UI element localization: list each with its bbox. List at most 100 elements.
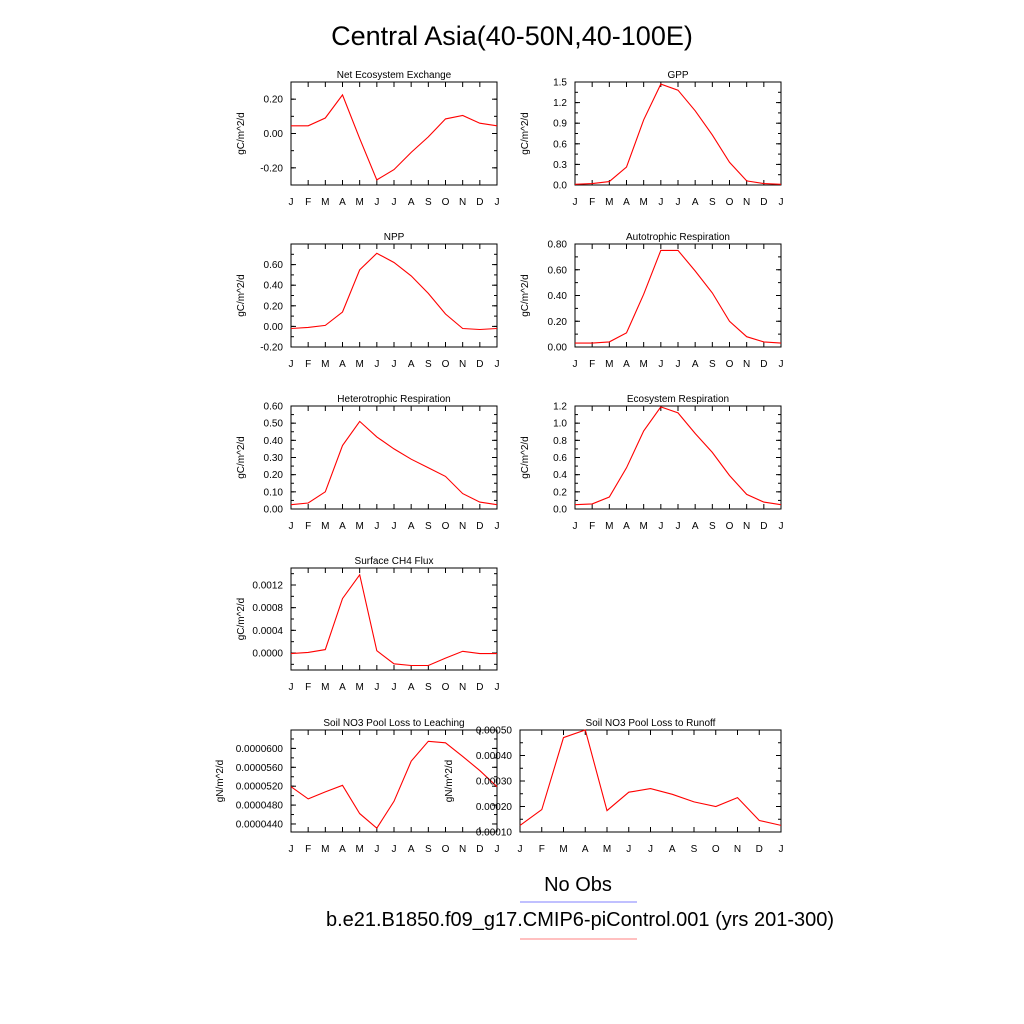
- y-tick-label: 0.00: [264, 129, 284, 140]
- x-tick-label: J: [495, 359, 500, 370]
- x-tick-label: S: [709, 359, 716, 370]
- y-tick-label: 0.00050: [476, 726, 513, 737]
- x-tick-label: N: [743, 359, 750, 370]
- y-tick-label: 0.0000480: [236, 801, 284, 812]
- x-tick-label: M: [639, 197, 647, 208]
- y-tick-label: 0.0000440: [236, 819, 284, 830]
- x-tick-label: J: [392, 682, 397, 693]
- legend: No Obs b.e21.B1850.f09_g17.CMIP6-piContr…: [326, 874, 834, 940]
- series-line: [290, 573, 497, 667]
- x-tick-label: S: [691, 844, 698, 855]
- x-tick-label: M: [321, 682, 329, 693]
- x-tick-label: S: [425, 521, 432, 532]
- x-tick-label: J: [779, 359, 784, 370]
- x-tick-label: A: [623, 359, 630, 370]
- y-tick-label: -0.20: [260, 343, 283, 354]
- y-tick-label: 0.30: [264, 453, 284, 464]
- x-tick-label: A: [692, 521, 699, 532]
- x-tick-label: J: [676, 197, 681, 208]
- x-tick-label: J: [374, 197, 379, 208]
- x-tick-label: A: [408, 521, 415, 532]
- x-tick-label: A: [692, 359, 699, 370]
- y-tick-label: 1.5: [553, 78, 567, 89]
- x-tick-label: J: [289, 197, 294, 208]
- x-tick-label: D: [476, 682, 483, 693]
- series-line: [574, 406, 782, 506]
- x-tick-label: O: [726, 359, 734, 370]
- x-tick-label: O: [442, 521, 450, 532]
- x-tick-label: J: [779, 197, 784, 208]
- x-tick-label: F: [589, 521, 595, 532]
- x-tick-label: J: [779, 521, 784, 532]
- x-tick-label: J: [573, 359, 578, 370]
- y-axis-label: gC/m^2/d: [236, 598, 247, 641]
- x-tick-label: O: [726, 197, 734, 208]
- x-tick-label: D: [760, 197, 767, 208]
- y-tick-label: 0.3: [553, 160, 567, 171]
- x-tick-label: S: [709, 197, 716, 208]
- plot-frame: [290, 729, 498, 833]
- x-tick-label: F: [539, 844, 545, 855]
- legend-obs-label: No Obs: [544, 874, 612, 896]
- y-axis-label: gN/m^2/d: [444, 760, 455, 803]
- x-tick-label: S: [425, 844, 432, 855]
- x-tick-label: J: [626, 844, 631, 855]
- y-tick-label: 0.0: [553, 181, 567, 192]
- y-tick-label: 0.0004: [252, 626, 283, 637]
- x-tick-label: A: [339, 521, 346, 532]
- x-tick-label: A: [408, 682, 415, 693]
- x-tick-label: J: [289, 844, 294, 855]
- x-tick-label: J: [374, 359, 379, 370]
- x-tick-label: M: [355, 521, 363, 532]
- series-line: [290, 420, 498, 506]
- x-tick-label: J: [779, 844, 784, 855]
- chart-title: Net Ecosystem Exchange: [337, 70, 452, 81]
- x-tick-label: F: [305, 682, 311, 693]
- y-tick-label: 0.0000: [252, 649, 283, 660]
- x-tick-label: M: [639, 359, 647, 370]
- x-tick-label: N: [743, 197, 750, 208]
- y-tick-label: 0.00030: [476, 777, 513, 788]
- chart-title: Surface CH4 Flux: [355, 556, 434, 567]
- x-tick-label: D: [476, 844, 483, 855]
- x-tick-label: J: [658, 197, 663, 208]
- x-tick-label: J: [518, 844, 523, 855]
- x-tick-label: A: [669, 844, 676, 855]
- series-line: [290, 740, 498, 830]
- plot-frame: [574, 243, 782, 348]
- x-tick-label: A: [582, 844, 589, 855]
- chart-title: Ecosystem Respiration: [627, 394, 729, 405]
- y-tick-label: 0.4: [553, 470, 567, 481]
- x-tick-label: A: [339, 359, 346, 370]
- x-tick-label: A: [623, 521, 630, 532]
- x-tick-label: N: [459, 359, 466, 370]
- x-tick-label: M: [639, 521, 647, 532]
- x-tick-label: N: [459, 682, 466, 693]
- x-tick-label: N: [459, 521, 466, 532]
- x-tick-label: M: [321, 197, 329, 208]
- y-axis-label: gC/m^2/d: [236, 112, 247, 155]
- x-tick-label: M: [355, 682, 363, 693]
- x-tick-label: A: [339, 197, 346, 208]
- x-tick-label: J: [289, 359, 294, 370]
- y-tick-label: 0.6: [553, 139, 567, 150]
- y-axis-label: gC/m^2/d: [520, 274, 531, 317]
- y-tick-label: 0.00040: [476, 751, 513, 762]
- plot-frame: [290, 243, 498, 348]
- x-tick-label: N: [734, 844, 741, 855]
- x-tick-label: A: [408, 197, 415, 208]
- y-tick-label: 0.20: [548, 317, 568, 328]
- y-tick-label: 0.8: [553, 436, 567, 447]
- x-tick-label: J: [392, 521, 397, 532]
- x-tick-label: M: [605, 359, 613, 370]
- x-tick-label: J: [676, 521, 681, 532]
- x-tick-label: M: [355, 197, 363, 208]
- x-tick-label: M: [605, 197, 613, 208]
- y-tick-label: 0.00: [548, 343, 568, 354]
